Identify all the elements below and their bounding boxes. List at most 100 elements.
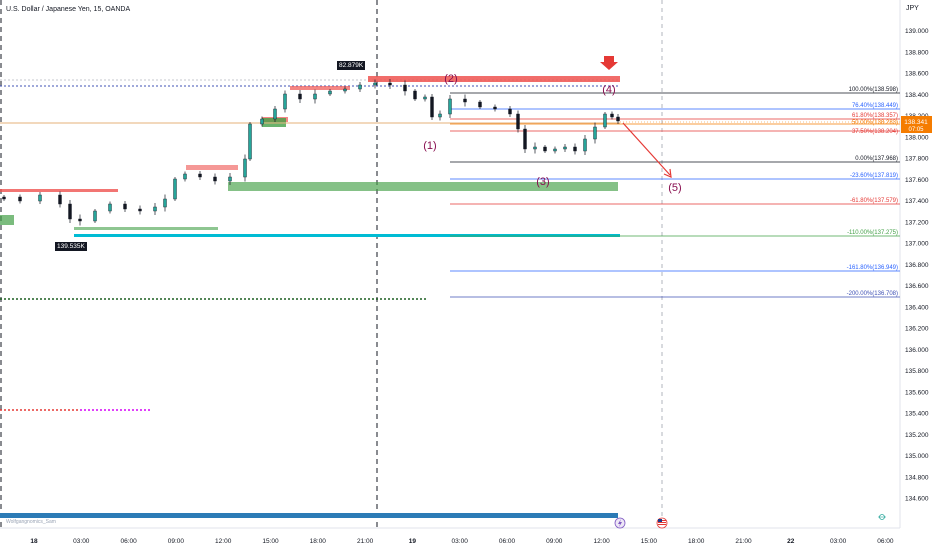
fib-label-37: 37.50%(138.204) [852,129,898,135]
candle-body [58,194,62,205]
time-tick-label: 03:00 [830,538,847,545]
fib-label-neg200: -200.00%(136.708) [847,291,898,297]
candle-body [583,138,587,152]
time-tick-label: 06:00 [499,538,516,545]
candle-body [298,93,302,100]
candle-body [463,98,467,103]
fib-label-76: 76.40%(138.449) [852,103,898,109]
candle-body [533,146,537,150]
fib-extension-lines[interactable] [450,92,900,298]
candle-body [523,128,527,150]
price-tick-label: 135.800 [905,368,929,375]
fib-label-neg110: -110.00%(137.275) [847,230,898,236]
supply-zone-1[interactable] [290,86,350,90]
fib-label-neg23: -23.60%(137.819) [850,173,898,179]
fib-label-neg61: -61.80%(137.579) [850,198,898,204]
candle-body [493,106,497,110]
current-price-badge [901,116,932,133]
flag-stripe-2 [658,522,666,523]
low-price-tag: 139.535K [55,242,87,251]
candle-body [183,173,187,180]
candle-body [78,218,82,222]
wave-label-5: (5) [668,182,681,194]
price-tick-label: 136.000 [905,347,929,354]
candle-body [153,206,157,212]
price-tick-label: 138.800 [905,49,929,56]
countdown-text: 07:05 [908,127,924,133]
candle-body [273,108,277,120]
price-tick-label: 139.000 [905,28,929,35]
time-tick-label: 12:00 [593,538,610,545]
demand-zone-main[interactable] [228,182,618,191]
time-tick-label: 06:00 [877,538,894,545]
time-tick-label: 15:00 [641,538,658,545]
down-arrow-icon [600,56,618,70]
price-tick-label: 138.000 [905,134,929,141]
candle-body [38,194,42,202]
candle-body [403,84,407,92]
lightning-glyph [618,519,622,527]
candle-body [448,98,452,115]
candlestick-series[interactable] [2,79,620,226]
projection-arrow-line [622,122,671,176]
time-tick-label: 22 [787,538,795,545]
candle-body [248,123,252,160]
candle-body [413,90,417,100]
candle-body [553,148,557,152]
candle-body [198,173,202,178]
candle-body [603,113,607,128]
candle-body [108,203,112,212]
price-axis[interactable]: 139.000138.800138.600138.400138.200138.0… [905,28,929,503]
price-tick-label: 134.600 [905,496,929,503]
price-tick-label: 135.200 [905,432,929,439]
price-tick-label: 134.800 [905,474,929,481]
price-tick-label: 136.800 [905,262,929,269]
candle-body [18,196,22,202]
chart-settings-icon[interactable] [878,514,886,520]
candle-body [478,101,482,108]
demand-zone-left[interactable] [0,215,14,225]
time-tick-label: 03:00 [73,538,90,545]
cyan-support-line[interactable] [74,234,620,237]
fib-label-50: 50.00%(138.283) [852,120,898,126]
price-tick-label: 137.400 [905,198,929,205]
fib-label-neg161: -161.80%(136.949) [847,265,898,271]
time-tick-label: 21:00 [357,538,374,545]
candle-body [313,93,317,100]
price-tick-label: 136.400 [905,304,929,311]
time-tick-label: 15:00 [262,538,279,545]
time-tick-label: 12:00 [215,538,232,545]
candle-body [173,178,177,200]
wave-label-3: (3) [536,176,549,188]
candle-body [573,146,577,152]
supply-zone-4[interactable] [0,189,118,192]
time-tick-label: 06:00 [120,538,137,545]
fib-label-61: 61.80%(138.357) [852,113,898,119]
time-tick-label: 19 [409,538,417,545]
candle-body [260,118,264,125]
time-tick-label: 09:00 [168,538,185,545]
candle-body [68,203,72,220]
price-tick-label: 138.600 [905,71,929,78]
price-tick-label: 137.600 [905,177,929,184]
candle-body [328,90,332,95]
candle-body [163,198,167,208]
candle-body [563,146,567,150]
price-tick-label: 137.800 [905,156,929,163]
price-tick-label: 137.200 [905,219,929,226]
current-price-text: 138.341 [904,119,928,126]
candle-body [438,113,442,118]
fib-label-100: 100.00%(138.598) [849,87,898,93]
supply-zone-3[interactable] [186,165,238,170]
candle-body [123,203,127,210]
high-price-tag: 82.879K [337,61,366,70]
supply-zone-top[interactable] [368,76,620,82]
blue-bottom-bar [0,513,618,518]
demand-zone-low[interactable] [74,227,218,230]
symbol-title[interactable]: U.S. Dollar / Japanese Yen, 15, OANDA [6,6,131,13]
candle-body [543,146,547,152]
time-axis[interactable]: 18 03:00 06:00 09:00 12:00 15:00 18:00 21:00 19 0… [30,538,894,545]
candle-body [243,158,247,178]
price-tick-label: 136.600 [905,283,929,290]
